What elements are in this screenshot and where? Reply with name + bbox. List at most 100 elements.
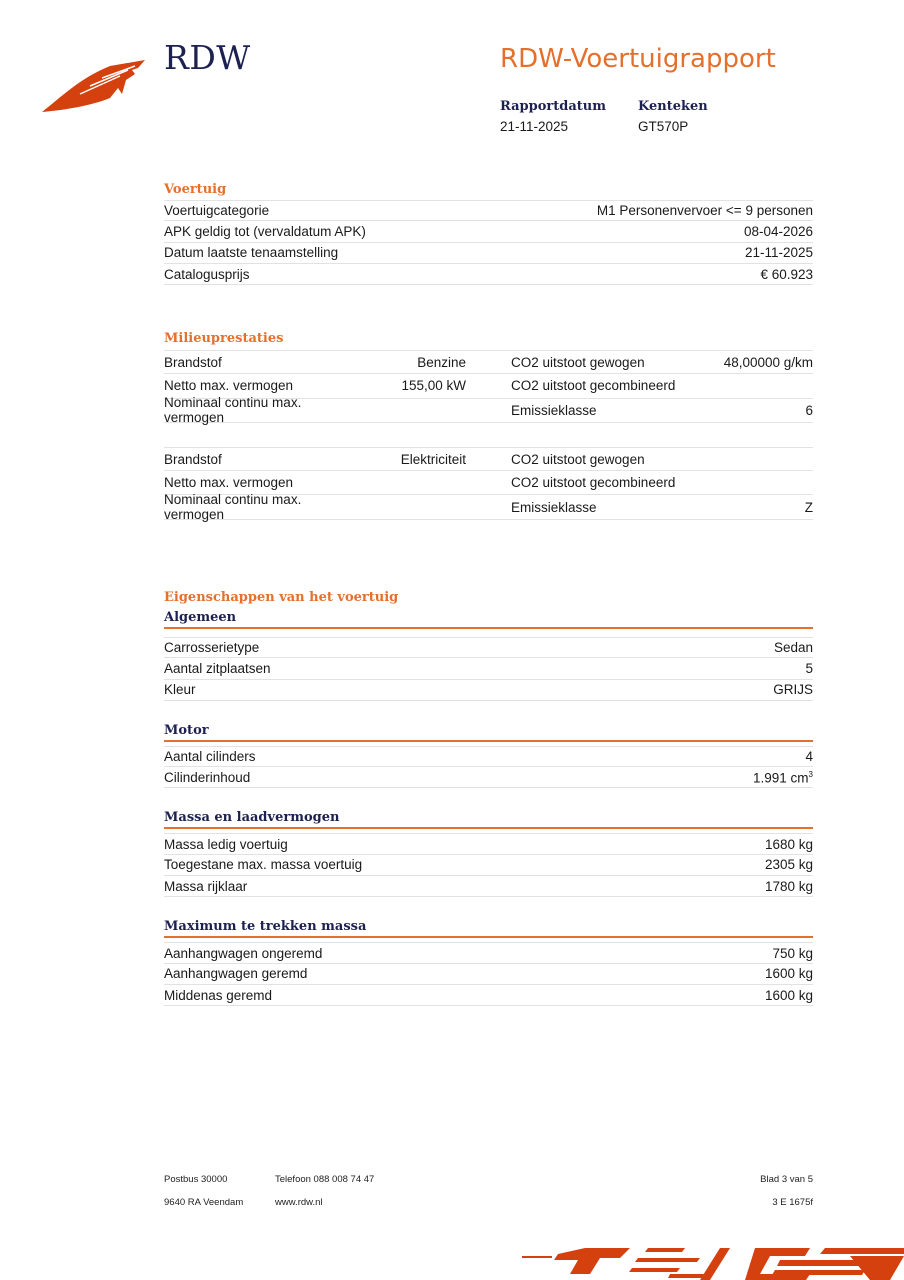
row-label: Nominaal continu max. vermogen: [164, 395, 302, 426]
row-label: Cilinderinhoud: [164, 769, 251, 785]
table-row: Voertuigcategorie M1 Personenvervoer <= 9…: [164, 200, 813, 222]
row-value: Sedan: [774, 640, 813, 655]
row-value: 155,00 kW: [401, 378, 466, 394]
kenteken-value: GT570P: [638, 119, 689, 134]
row-value: Benzine: [417, 354, 466, 370]
row-value: 48,00000 g/km: [723, 354, 813, 370]
row-label: Emissieklasse: [511, 499, 597, 515]
table-row: Cilinderinhoud 1.991 cm3: [164, 767, 813, 789]
row-label: Aanhangwagen ongeremd: [164, 945, 323, 961]
row-value: 1.991 cm3: [753, 770, 813, 786]
row-label: Toegestane max. massa voertuig: [164, 857, 363, 873]
page-title: RDW-Voertuigrapport: [500, 44, 776, 74]
row-label: Massa ledig voertuig: [164, 836, 288, 852]
table-row: Nominaal continu max. vermogen Emissiekla…: [164, 395, 813, 425]
rdw-logo-text: RDW: [164, 38, 251, 77]
row-label: Brandstof: [164, 354, 222, 370]
row-value: GRIJS: [773, 682, 813, 697]
row-value-text: 1.991 cm: [753, 770, 809, 786]
row-value: 21-11-2025: [744, 245, 813, 261]
row-label: CO2 uitstoot gecombineerd: [511, 475, 676, 491]
row-label: Aantal zitplaatsen: [164, 660, 271, 676]
row-value-text: Sedan: [773, 640, 813, 656]
footer-code: 3 E 1675f: [772, 1197, 813, 1208]
row-value-text: 750 kg: [772, 945, 813, 961]
table-row: Aanhangwagen ongeremd 750 kg: [164, 942, 813, 964]
row-label: Netto max. vermogen: [164, 378, 294, 394]
table-row: APK geldig tot (vervaldatum APK) 08-04-20…: [164, 221, 813, 243]
row-label: APK geldig tot (vervaldatum APK): [164, 223, 366, 239]
rapportdatum-value: 21-11-2025: [500, 119, 569, 134]
footer-website-link[interactable]: www.rdw.nl: [275, 1197, 323, 1208]
table-row: Datum laatste tenaamstelling 21-11-2025: [164, 243, 813, 264]
row-value-text: 5: [805, 660, 813, 676]
row-label: Catalogusprijs: [164, 266, 250, 282]
row-value-text: 1600 kg: [764, 966, 813, 982]
row-value: 2305 kg: [765, 857, 813, 872]
rapportdatum-label: Rapportdatum: [500, 99, 606, 114]
row-label: Aantal cilinders: [164, 749, 256, 765]
row-value: 6: [805, 402, 813, 418]
row-label: Voertuigcategorie: [164, 203, 270, 219]
voertuig-section: Voertuig Voertuigcategorie M1 Personenver…: [164, 182, 813, 286]
row-value-text: 1680 kg: [764, 836, 813, 852]
section-heading: Voertuig: [164, 182, 227, 197]
footer-page-number: Blad 3 van 5: [760, 1174, 813, 1185]
table-row: Carrosserietype Sedan: [164, 637, 813, 659]
property-group: Algemeen Carrosserietype Sedan Aantal zitpl…: [164, 610, 813, 701]
table-row: Nominaal continu max. vermogen Emissiekla…: [164, 492, 813, 523]
row-value: 5: [805, 661, 813, 676]
unit-superscript: 3: [808, 769, 813, 779]
row-value-text: 2305 kg: [764, 857, 813, 873]
row-label: CO2 uitstoot gecombineerd: [511, 378, 676, 394]
rdw-feather-logo-icon: [42, 60, 145, 112]
row-value: 1680 kg: [765, 837, 813, 852]
footer-postbus: Postbus 30000: [164, 1174, 228, 1185]
table-row: Kleur GRIJS: [164, 680, 813, 701]
property-group: Motor Aantal cilinders 4 Cilinderinhoud 1.99…: [164, 723, 813, 789]
table-row: Toegestane max. massa voertuig 2305 kg: [164, 855, 813, 877]
row-label: Massa rijklaar: [164, 878, 248, 894]
row-value: 1780 kg: [765, 879, 813, 894]
table-row: Massa ledig voertuig 1680 kg: [164, 833, 813, 855]
row-label: CO2 uitstoot gewogen: [511, 354, 645, 370]
row-value: Elektriciteit: [400, 451, 466, 467]
group-heading: Massa en laadvermogen: [164, 810, 813, 830]
kenteken-label: Kenteken: [638, 99, 708, 114]
milieu-section: Milieuprestaties Brandstof Benzine CO2 uit…: [164, 331, 813, 523]
table-row: Brandstof Elektriciteit CO2 uitstoot gewog…: [164, 446, 813, 472]
eigenschappen-section: Eigenschappen van het voertuig Algemeen C…: [164, 590, 813, 1007]
row-value: 4: [805, 749, 813, 764]
table-row: Massa rijklaar 1780 kg: [164, 876, 813, 898]
property-group: Maximum te trekken massa Aanhangwagen ong…: [164, 919, 813, 1007]
row-label: Netto max. vermogen: [164, 475, 294, 491]
table-row: Aantal cilinders 4: [164, 745, 813, 768]
row-value-text: 1780 kg: [764, 878, 813, 894]
row-label: Emissieklasse: [511, 402, 597, 418]
row-value: Z: [804, 499, 813, 515]
row-value-text: GRIJS: [773, 682, 813, 698]
footer-plaats: 9640 RA Veendam: [164, 1197, 244, 1208]
row-value-text: 1600 kg: [764, 987, 813, 1003]
footer-telefoon: Telefoon 088 008 74 47: [275, 1174, 375, 1185]
row-label: Kleur: [164, 682, 196, 698]
row-value: 750 kg: [772, 946, 813, 961]
table-row: Aanhangwagen geremd 1600 kg: [164, 964, 813, 985]
row-value: M1 Personenvervoer <= 9 personen: [596, 203, 813, 219]
row-value: 08-04-2026: [743, 223, 813, 239]
row-label: Brandstof: [164, 451, 222, 467]
table-row: Middenas geremd 1600 kg: [164, 985, 813, 1007]
row-label: Nominaal continu max. vermogen: [164, 492, 302, 523]
row-label: Aanhangwagen geremd: [164, 966, 308, 982]
row-value: 1600 kg: [765, 988, 813, 1003]
group-heading: Algemeen: [164, 610, 813, 629]
row-label: Middenas geremd: [164, 987, 273, 1003]
row-label: Datum laatste tenaamstelling: [164, 245, 339, 261]
group-heading: Maximum te trekken massa: [164, 919, 813, 939]
table-row: Netto max. vermogen 155,00 kW CO2 uitstoot…: [164, 374, 813, 399]
property-group: Massa en laadvermogen Massa ledig voertui…: [164, 810, 813, 898]
rdw-footer-stripes-icon: [522, 1248, 904, 1280]
table-row: Netto max. vermogen CO2 uitstoot gecombin…: [164, 471, 813, 496]
table-row: Aantal zitplaatsen 5: [164, 658, 813, 680]
section-heading: Eigenschappen van het voertuig: [164, 590, 399, 605]
